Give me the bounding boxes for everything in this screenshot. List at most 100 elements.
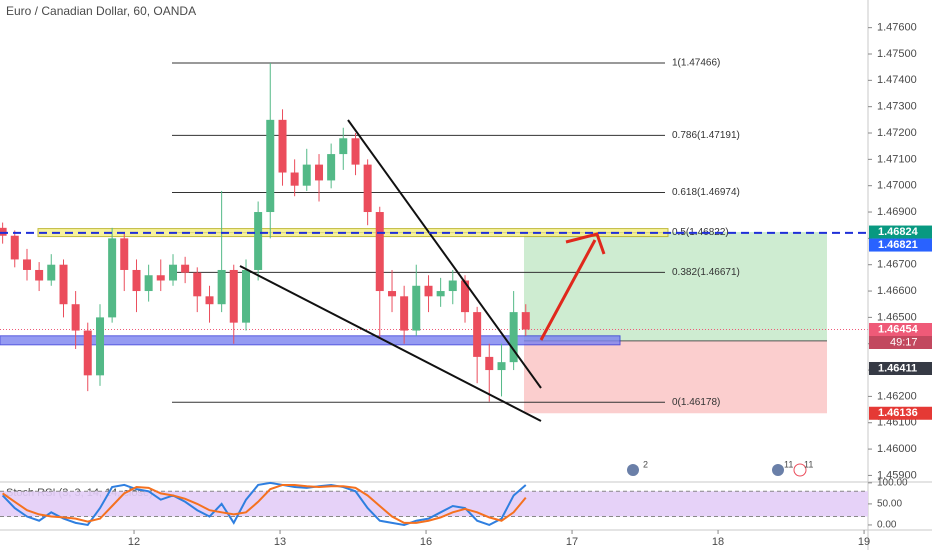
candle-body [156, 275, 165, 281]
event-icon[interactable] [627, 464, 639, 476]
candle-body [302, 164, 311, 186]
fib-label: 0.618(1.46974) [672, 187, 740, 198]
candle-body [363, 164, 372, 213]
fib-label: 1(1.47466) [672, 58, 720, 69]
y-tick-label: 1.45900 [877, 469, 917, 481]
stoch-line [2, 483, 527, 524]
y-tick-label: 1.47200 [877, 127, 917, 139]
candle-body [327, 154, 336, 181]
price-tag [869, 361, 932, 375]
price-tag-label: 1.46821 [878, 239, 918, 251]
support-zone [0, 335, 621, 346]
candle-body [242, 269, 251, 323]
x-tick-label: 18 [712, 536, 724, 548]
candle-body [229, 269, 238, 323]
candles [0, 62, 530, 402]
event-label[interactable]: 11 [804, 459, 813, 469]
arrow-head [565, 232, 606, 255]
candle-body [485, 356, 494, 371]
stoch-tick-label: 50.00 [877, 499, 902, 510]
y-tick-label: 1.46500 [877, 311, 917, 323]
candle-body [23, 259, 32, 270]
candle-body [339, 138, 348, 155]
x-tick-label: 13 [274, 536, 286, 548]
y-tick-label: 1.47400 [877, 74, 917, 86]
candle-body [254, 212, 263, 270]
x-tick-label: 19 [858, 536, 870, 548]
candle-body [10, 235, 19, 260]
y-tick-label: 1.47500 [877, 48, 917, 60]
price-tag-label: 1.46824 [878, 226, 919, 238]
candle-body [436, 291, 445, 297]
fib-label: 0.382(1.46671) [672, 267, 740, 278]
trend-line [347, 119, 542, 389]
candle-body [59, 264, 68, 305]
fib-label: 0(1.46178) [672, 397, 720, 408]
candle-body [424, 285, 433, 297]
price-tag [869, 238, 932, 252]
candle-body [108, 238, 117, 318]
candle-body [290, 172, 299, 186]
candle-body [217, 269, 226, 305]
event-label[interactable]: 2 [643, 459, 648, 469]
y-tick-label: 1.46700 [877, 259, 917, 271]
candle-body [278, 119, 287, 173]
drawings-over: 1(1.47466) 0.786(1.47191) 0.618(1.46974) 0.… [0, 58, 868, 422]
fib-label: 0.786(1.47191) [672, 130, 740, 141]
candle-body [448, 280, 457, 292]
event-icon[interactable] [772, 464, 784, 476]
stoch-tick-label: 100.00 [877, 477, 908, 488]
candle-body [132, 269, 141, 292]
price-tag [869, 225, 932, 239]
trend-line [239, 265, 542, 422]
fib-label: 0.5(1.46822) [672, 227, 729, 238]
candle-body [375, 212, 384, 292]
event-icon[interactable] [793, 463, 807, 477]
loss-zone [524, 340, 827, 414]
candle-body [521, 312, 530, 330]
price-axis [868, 0, 932, 550]
candle-body [120, 238, 129, 270]
price-tag-label: 1.46411 [878, 362, 917, 374]
candle-body [497, 362, 506, 371]
candle-body [96, 317, 105, 376]
stoch-line [1, 481, 527, 527]
candle-body [35, 269, 44, 281]
price-tag [869, 322, 932, 336]
candle-body [315, 164, 324, 181]
candle-body [193, 272, 202, 297]
x-tick-label: 12 [128, 536, 140, 548]
y-tick-label: 1.46000 [877, 443, 917, 455]
y-tick-label: 1.47600 [877, 22, 917, 34]
x-tick-label: 17 [566, 536, 578, 548]
y-tick-label: 1.47000 [877, 180, 917, 192]
candle-body [351, 138, 360, 165]
stoch-band [0, 491, 868, 517]
arrow [539, 239, 597, 341]
candle-body [473, 312, 482, 357]
y-tick-label: 1.47100 [877, 153, 917, 165]
candle-body [412, 285, 421, 331]
y-tick-label: 1.46200 [877, 390, 917, 402]
candle-body [461, 280, 470, 313]
countdown: 49:17 [890, 336, 918, 348]
stoch-tick-label: 0.00 [877, 520, 897, 531]
price-tag-label: 1.46454 [878, 323, 919, 335]
candle-body [47, 264, 56, 281]
price-tag [869, 406, 932, 420]
candle-body [388, 291, 397, 297]
y-tick-label: 1.47300 [877, 101, 917, 113]
y-tick-label: 1.46900 [877, 206, 917, 218]
candle-body [0, 227, 7, 236]
chart-title: Euro / Canadian Dollar, 60, OANDA [6, 4, 196, 18]
profit-zone [524, 232, 827, 341]
candle-body [266, 119, 275, 213]
countdown-tag [869, 335, 932, 349]
event-label[interactable]: 11 [784, 459, 793, 469]
candle-body [71, 304, 80, 331]
y-tick-label: 1.46600 [877, 285, 917, 297]
candle-body [83, 330, 92, 376]
candle-body [400, 296, 409, 331]
candle-body [144, 275, 153, 292]
